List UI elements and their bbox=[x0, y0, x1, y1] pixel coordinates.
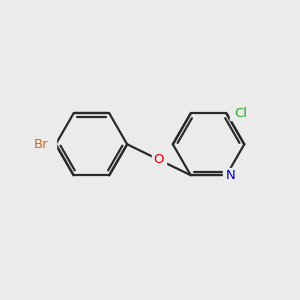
Bar bbox=[230, 106, 251, 121]
Bar bbox=[26, 137, 56, 152]
Bar bbox=[152, 153, 166, 167]
Text: O: O bbox=[154, 153, 164, 166]
Bar bbox=[223, 168, 239, 182]
Text: N: N bbox=[226, 169, 236, 182]
Text: Br: Br bbox=[34, 138, 49, 151]
Text: Cl: Cl bbox=[234, 107, 247, 120]
